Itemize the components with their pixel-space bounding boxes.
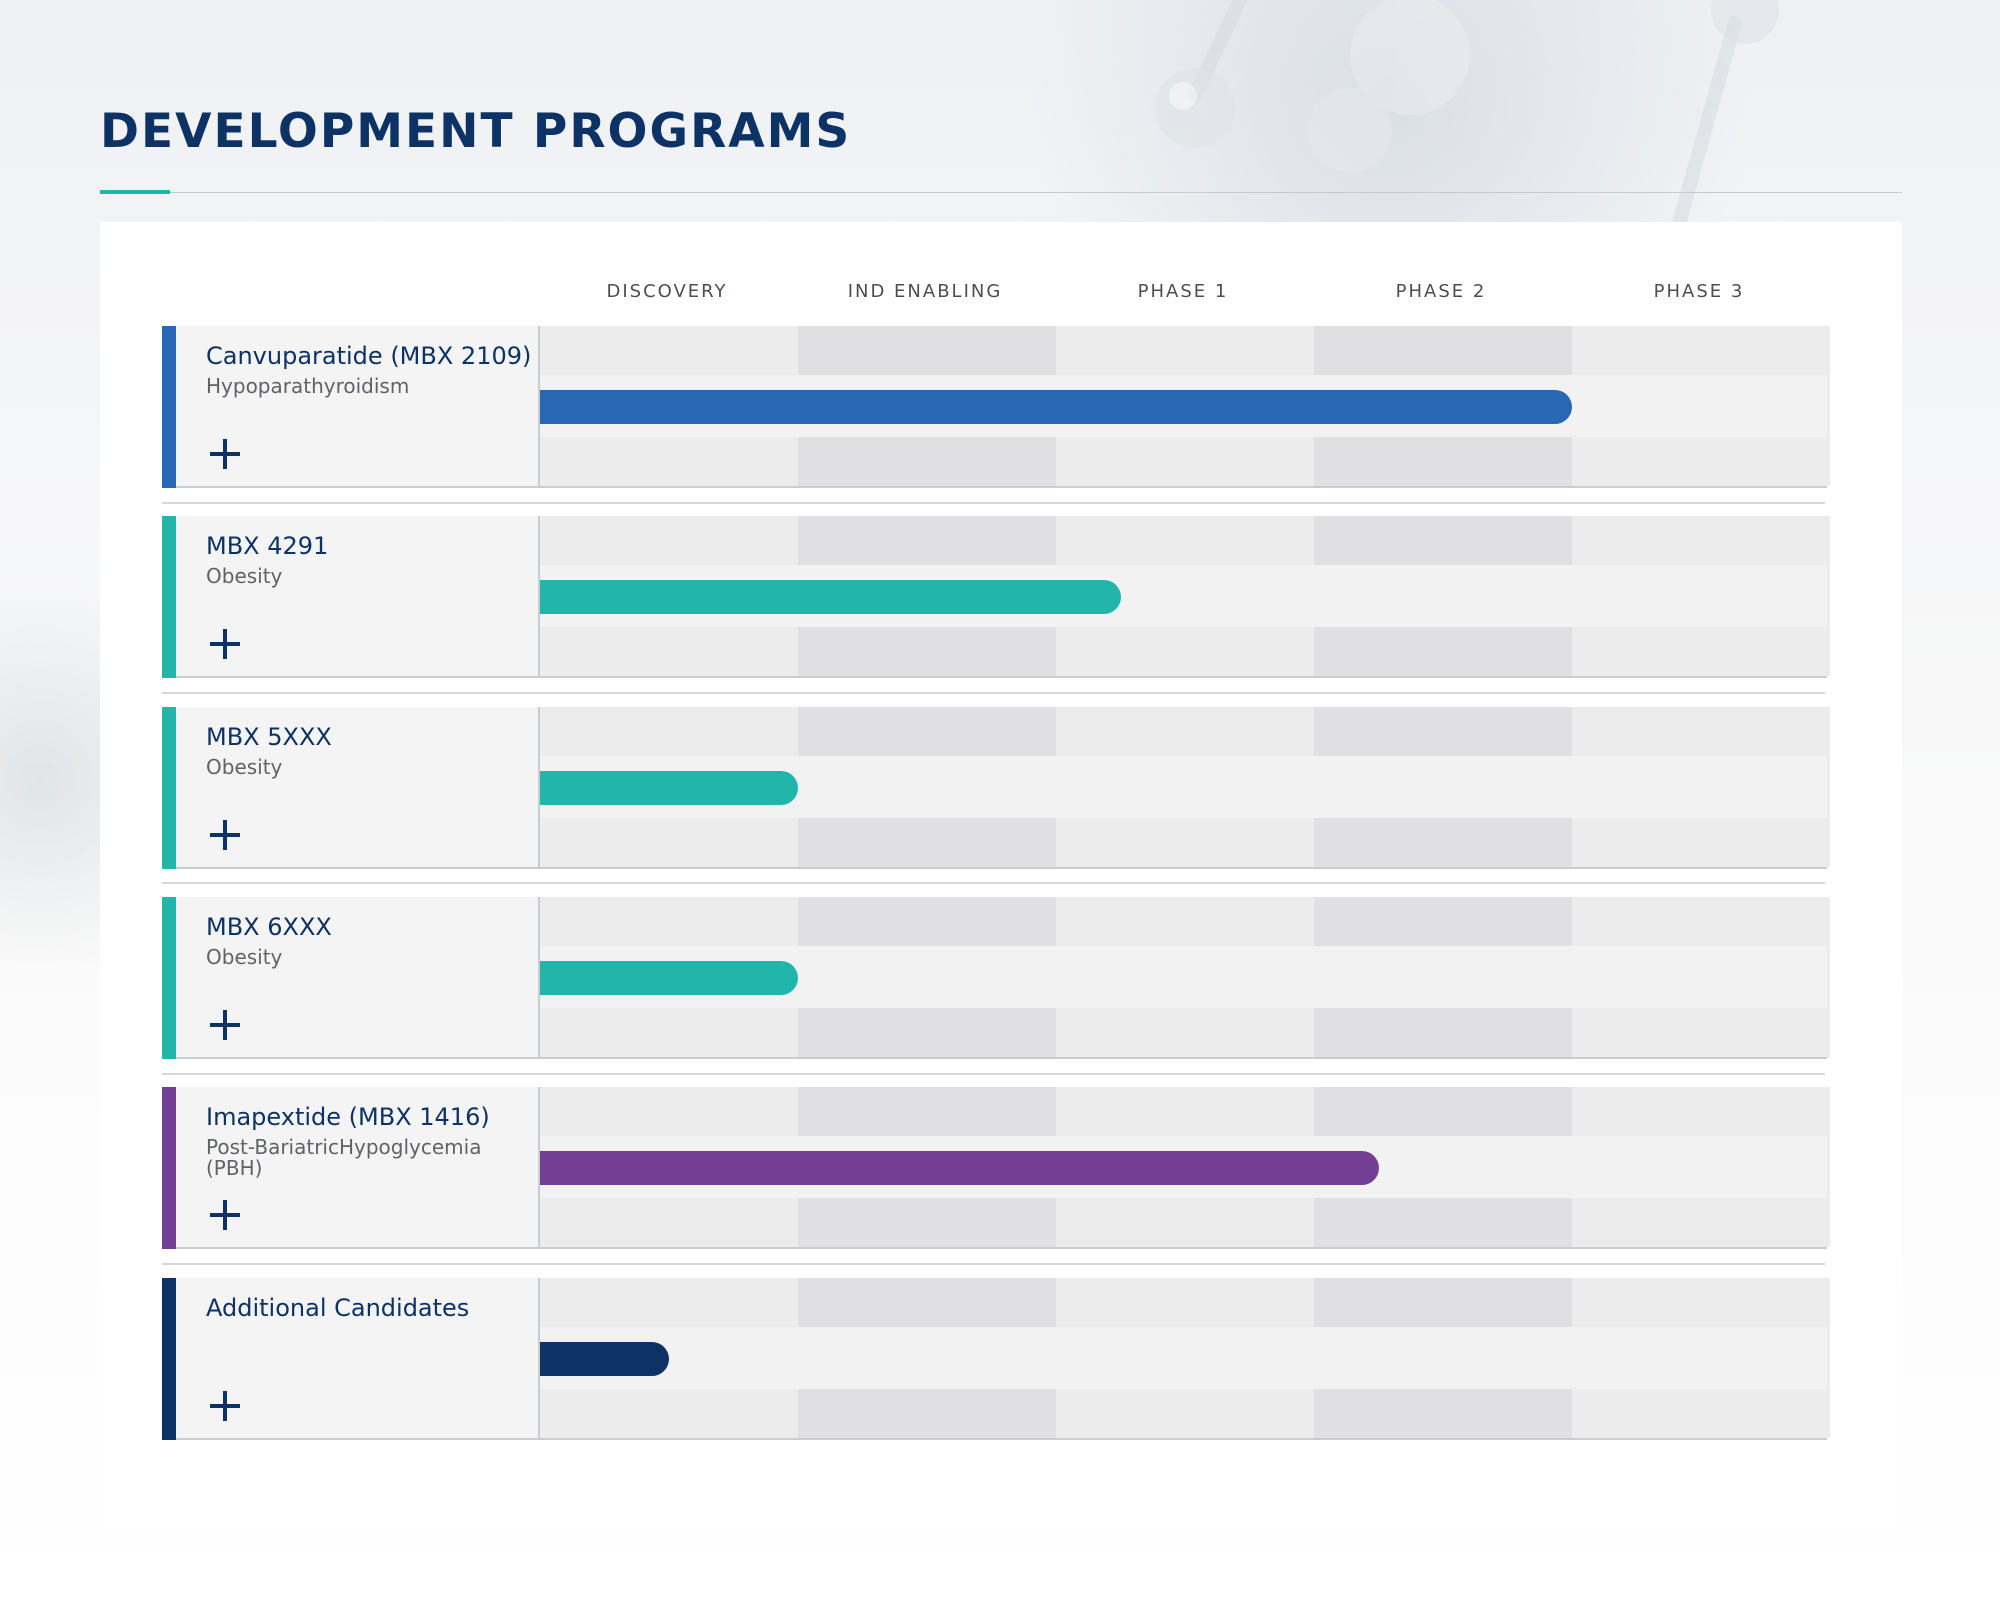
row-divider (162, 1263, 1825, 1265)
progress-bar (540, 390, 1572, 424)
phase-header-phase-3: PHASE 3 (1653, 281, 1745, 302)
phase-grid (538, 516, 1830, 678)
program-indication: Hypoparathyroidism (206, 374, 410, 398)
phase-header-discovery: DISCOVERY (606, 281, 728, 302)
program-row-canvuparatide: Canvuparatide (MBX 2109) Hypoparathyroid… (162, 326, 1830, 488)
phase-header-ind-enabling: IND ENABLING (847, 281, 1003, 302)
phase-grid (538, 1087, 1830, 1249)
plus-icon[interactable] (210, 820, 240, 850)
plus-icon[interactable] (210, 1200, 240, 1230)
program-label-cell: Canvuparatide (MBX 2109) Hypoparathyroid… (176, 326, 538, 488)
program-label-cell: MBX 4291 Obesity (176, 516, 538, 678)
title-accent-line (100, 190, 170, 194)
program-accent-bar (162, 1087, 176, 1249)
plus-icon[interactable] (210, 1391, 240, 1421)
program-label-cell: Additional Candidates (176, 1278, 538, 1440)
phase-header-phase-1: PHASE 1 (1137, 281, 1229, 302)
phase-header-phase-2: PHASE 2 (1395, 281, 1487, 302)
program-row-additional-candidates: Additional Candidates (162, 1278, 1830, 1440)
plus-icon[interactable] (210, 1010, 240, 1040)
program-row-mbx-4291: MBX 4291 Obesity (162, 516, 1830, 678)
program-indication: Obesity (206, 945, 283, 969)
program-label-cell: MBX 5XXX Obesity (176, 707, 538, 869)
program-indication: Obesity (206, 564, 283, 588)
program-accent-bar (162, 707, 176, 869)
row-divider (162, 502, 1825, 504)
program-name: Additional Candidates (206, 1294, 470, 1322)
program-label-cell: Imapextide (MBX 1416) Post-BariatricHypo… (176, 1087, 538, 1249)
plus-icon[interactable] (210, 629, 240, 659)
program-indication: Obesity (206, 755, 283, 779)
title-divider (100, 192, 1902, 193)
plus-icon[interactable] (210, 439, 240, 469)
program-name: MBX 4291 (206, 532, 329, 560)
phase-grid (538, 326, 1830, 488)
program-row-mbx-5xxx: MBX 5XXX Obesity (162, 707, 1830, 869)
page-title: DEVELOPMENT PROGRAMS (100, 104, 852, 159)
progress-bar (540, 961, 798, 995)
program-indication: Post-BariatricHypoglycemia (PBH) (206, 1135, 482, 1180)
program-name: Canvuparatide (MBX 2109) (206, 342, 532, 370)
row-divider (162, 1073, 1825, 1075)
program-name: Imapextide (MBX 1416) (206, 1103, 490, 1131)
program-accent-bar (162, 326, 176, 488)
row-divider (162, 882, 1825, 884)
program-row-imapextide: Imapextide (MBX 1416) Post-BariatricHypo… (162, 1087, 1830, 1249)
program-row-mbx-6xxx: MBX 6XXX Obesity (162, 897, 1830, 1059)
progress-bar (540, 580, 1121, 614)
progress-bar (540, 771, 798, 805)
program-accent-bar (162, 897, 176, 1059)
program-accent-bar (162, 1278, 176, 1440)
program-name: MBX 6XXX (206, 913, 332, 941)
program-name: MBX 5XXX (206, 723, 332, 751)
program-label-cell: MBX 6XXX Obesity (176, 897, 538, 1059)
progress-bar (540, 1342, 669, 1376)
progress-bar (540, 1151, 1379, 1185)
phase-grid (538, 897, 1830, 1059)
program-accent-bar (162, 516, 176, 678)
molecule-icon (1155, 0, 1779, 227)
phase-grid (538, 1278, 1830, 1440)
phase-grid (538, 707, 1830, 869)
row-divider (162, 692, 1825, 694)
